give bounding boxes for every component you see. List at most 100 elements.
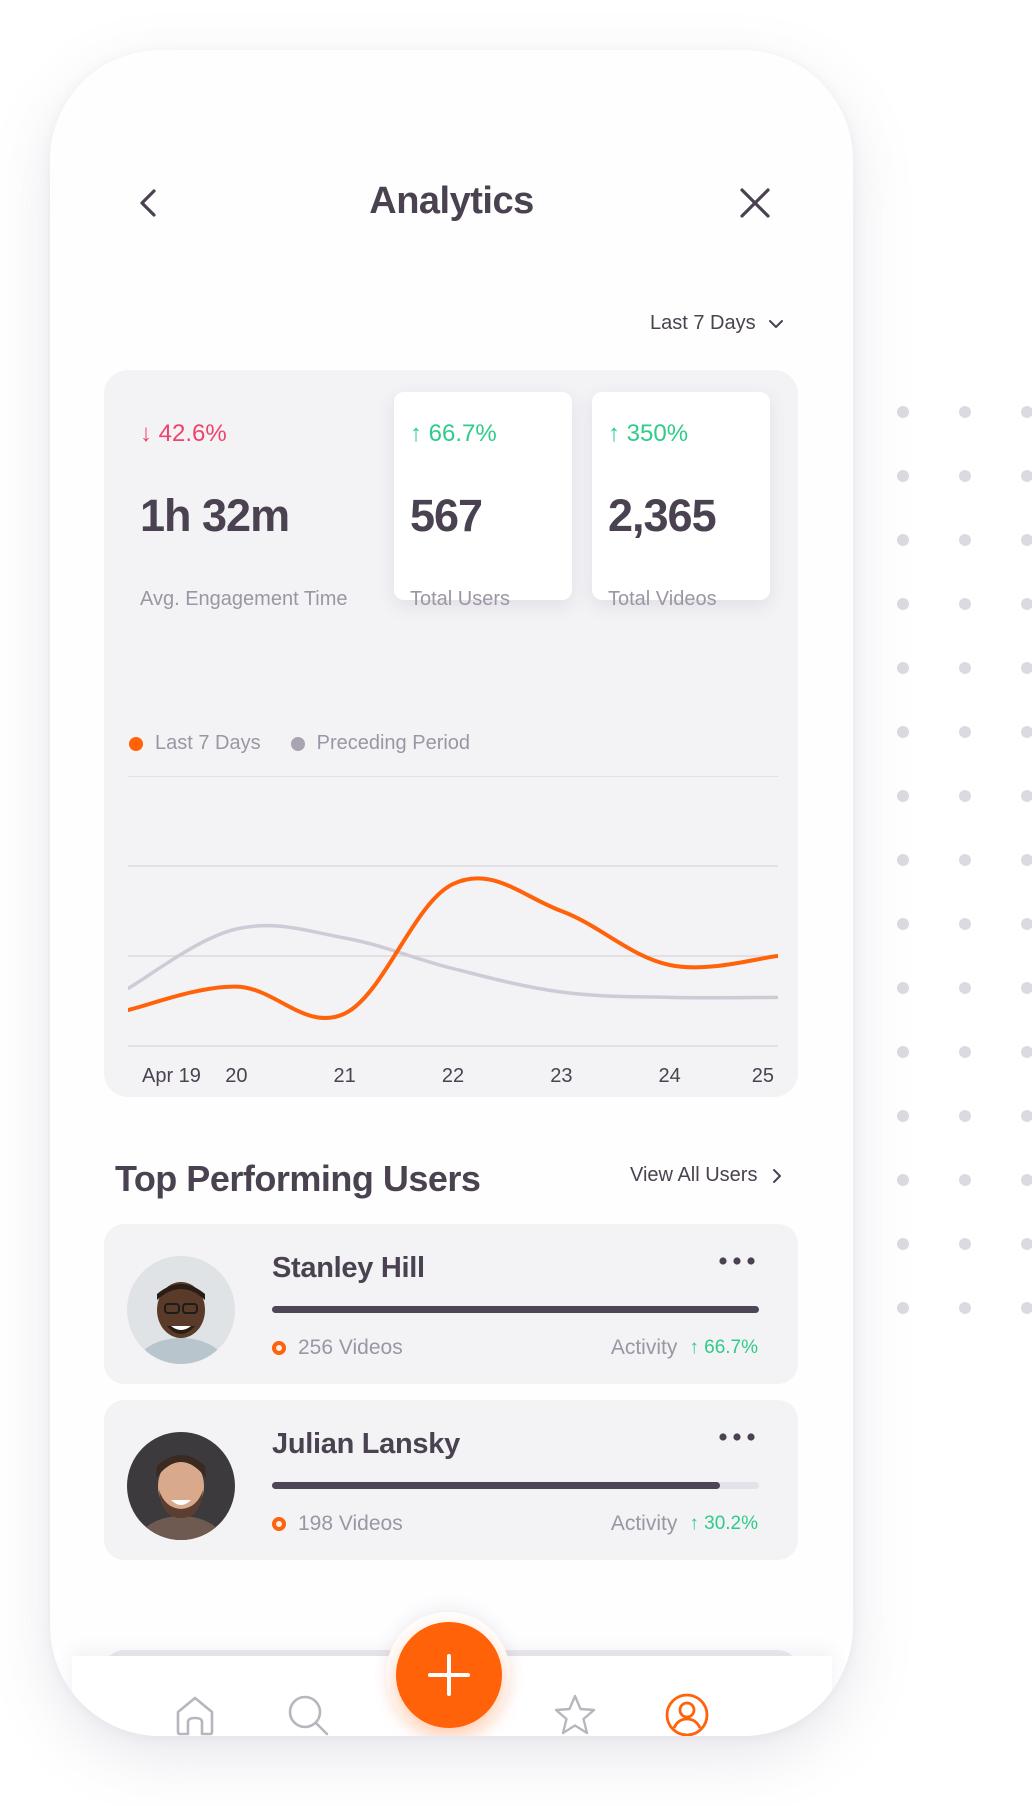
decor-dot bbox=[959, 470, 971, 482]
decor-dot bbox=[897, 1302, 909, 1314]
view-all-label: View All Users bbox=[630, 1164, 758, 1186]
legend-item-last-7-days: Last 7 Days bbox=[129, 732, 261, 755]
activity-progress-bar bbox=[272, 1306, 759, 1313]
decor-dot bbox=[959, 918, 971, 930]
decor-dot bbox=[897, 1174, 909, 1186]
video-count-label: 198 Videos bbox=[298, 1512, 403, 1535]
view-all-users-link[interactable]: View All Users bbox=[630, 1164, 783, 1187]
decor-dot bbox=[1021, 1046, 1032, 1058]
dot-grid-decoration bbox=[897, 406, 1032, 1314]
date-range-dropdown[interactable]: Last 7 Days bbox=[650, 312, 784, 335]
decor-dot bbox=[897, 1238, 909, 1250]
legend-item-preceding-period: Preceding Period bbox=[290, 732, 471, 755]
analytics-panel: ↓ 42.6% 1h 32m Avg. Engagement Time ↑ 66… bbox=[104, 370, 798, 1097]
stat-change: ↑ 66.7% bbox=[410, 420, 497, 447]
decor-dot bbox=[959, 534, 971, 546]
stat-total-videos[interactable]: ↑ 350% 2,365 Total Videos bbox=[592, 392, 770, 610]
line-chart: Apr 19 20 21 22 23 24 25 bbox=[128, 776, 778, 1086]
star-icon bbox=[554, 1694, 596, 1735]
decor-dot bbox=[959, 1238, 971, 1250]
add-button[interactable] bbox=[396, 1622, 502, 1728]
legend-label: Last 7 Days bbox=[155, 732, 261, 754]
phone-frame: Analytics Last 7 Days ↓ 42.6% 1h 32m Avg… bbox=[50, 50, 853, 1736]
x-tick-label: 21 bbox=[334, 1065, 356, 1086]
avatar bbox=[127, 1432, 235, 1540]
decor-dot bbox=[959, 790, 971, 802]
legend-label: Preceding Period bbox=[316, 732, 471, 754]
more-icon bbox=[719, 1433, 755, 1441]
chevron-left-icon bbox=[140, 189, 156, 217]
user-card[interactable]: Stanley Hill 256 Videos Activity ↑ 66.7% bbox=[104, 1224, 798, 1384]
x-tick-label: 23 bbox=[550, 1065, 572, 1086]
back-button[interactable] bbox=[124, 178, 174, 228]
decor-dot bbox=[1021, 470, 1032, 482]
more-options-button[interactable] bbox=[714, 1422, 760, 1452]
decor-dot bbox=[897, 662, 909, 674]
close-button[interactable] bbox=[730, 178, 780, 228]
decor-dot bbox=[1021, 918, 1032, 930]
home-icon bbox=[176, 1696, 214, 1736]
decor-dot bbox=[897, 982, 909, 994]
user-name: Julian Lansky bbox=[272, 1428, 460, 1460]
tab-home[interactable] bbox=[170, 1690, 220, 1736]
legend-dot bbox=[129, 736, 143, 751]
x-tick-label: 20 bbox=[225, 1065, 247, 1086]
x-tick-label: Apr 19 bbox=[142, 1065, 201, 1086]
decor-dot bbox=[1021, 406, 1032, 418]
decor-dot bbox=[959, 854, 971, 866]
stat-change: ↑ 350% bbox=[608, 420, 689, 447]
decor-dot bbox=[897, 406, 909, 418]
activity-progress-bar bbox=[272, 1482, 759, 1489]
decor-dot bbox=[897, 1046, 909, 1058]
activity-change: ↑ 30.2% bbox=[689, 1513, 758, 1534]
decor-dot bbox=[1021, 1302, 1032, 1314]
activity-progress-fill bbox=[272, 1306, 759, 1313]
tab-favorites[interactable] bbox=[550, 1690, 600, 1736]
stat-total-users[interactable]: ↑ 66.7% 567 Total Users bbox=[394, 392, 572, 610]
decor-dot bbox=[1021, 726, 1032, 738]
decor-dot bbox=[959, 406, 971, 418]
stat-value: 2,365 bbox=[608, 490, 717, 541]
tab-search[interactable] bbox=[283, 1690, 333, 1736]
legend-dot bbox=[290, 736, 305, 751]
decor-dot bbox=[897, 534, 909, 546]
decor-dot bbox=[1021, 534, 1032, 546]
activity-stat: Activity ↑ 66.7% bbox=[611, 1336, 758, 1360]
stat-engagement: ↓ 42.6% 1h 32m Avg. Engagement Time bbox=[124, 392, 348, 610]
more-icon bbox=[719, 1257, 755, 1265]
plus-icon bbox=[428, 1654, 470, 1696]
decor-dot bbox=[1021, 854, 1032, 866]
activity-change: ↑ 66.7% bbox=[689, 1337, 758, 1358]
video-count: 256 Videos bbox=[272, 1336, 403, 1360]
activity-progress-fill bbox=[272, 1482, 721, 1489]
stat-value: 1h 32m bbox=[140, 490, 290, 541]
decor-dot bbox=[959, 982, 971, 994]
video-icon bbox=[272, 1341, 286, 1355]
decor-dot bbox=[897, 726, 909, 738]
search-icon bbox=[288, 1695, 329, 1736]
user-card[interactable]: Julian Lansky 198 Videos Activity ↑ 30.2… bbox=[104, 1400, 798, 1560]
tab-profile[interactable] bbox=[662, 1690, 712, 1736]
decor-dot bbox=[897, 854, 909, 866]
decor-dot bbox=[959, 1302, 971, 1314]
x-tick-label: 22 bbox=[442, 1065, 464, 1086]
decor-dot bbox=[959, 1046, 971, 1058]
decor-dot bbox=[959, 1174, 971, 1186]
close-icon bbox=[740, 188, 770, 218]
avatar bbox=[127, 1256, 235, 1364]
video-count-label: 256 Videos bbox=[298, 1336, 403, 1359]
decor-dot bbox=[1021, 1110, 1032, 1122]
series-line-preceding-period bbox=[128, 923, 778, 1000]
decor-dot bbox=[1021, 662, 1032, 674]
decor-dot bbox=[897, 598, 909, 610]
chevron-right-icon bbox=[773, 1168, 782, 1183]
video-icon bbox=[272, 1517, 286, 1531]
user-name: Stanley Hill bbox=[272, 1252, 425, 1284]
x-tick-label: 24 bbox=[659, 1065, 681, 1086]
decor-dot bbox=[959, 662, 971, 674]
chevron-down-icon bbox=[768, 319, 783, 328]
decor-dot bbox=[897, 1110, 909, 1122]
stat-label: Total Users bbox=[410, 588, 511, 610]
section-title: Top Performing Users bbox=[115, 1158, 481, 1199]
more-options-button[interactable] bbox=[714, 1246, 760, 1276]
